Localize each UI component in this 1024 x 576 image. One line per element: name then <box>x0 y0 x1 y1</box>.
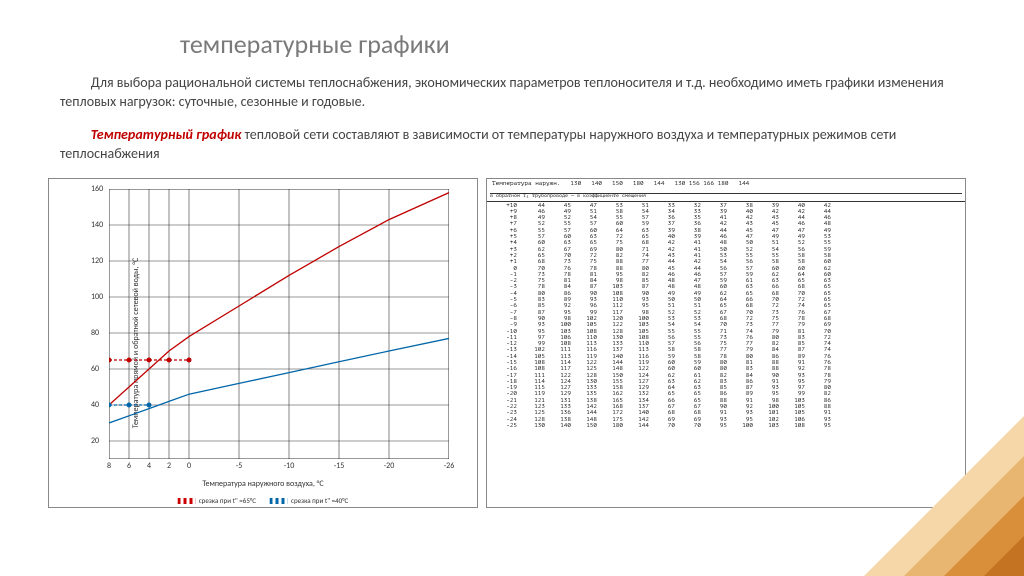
xtick-label: 0 <box>187 461 191 471</box>
page-title: температурные графики <box>0 0 1024 60</box>
emphasis-term: Температурный график <box>91 126 241 143</box>
legend-item: срезка при t" =65°С <box>178 496 256 505</box>
table-header-cell: 144 <box>736 181 751 187</box>
table-header-cell: 130 <box>568 181 583 187</box>
chart-svg <box>109 189 449 459</box>
xtick-label: 8 <box>107 461 111 471</box>
corner-decoration <box>824 376 1024 576</box>
table-header-cell: 140 <box>589 181 604 187</box>
xtick-label: -26 <box>444 461 455 471</box>
table-header: Температура наружн. 130 140 150 180 144 130 15… <box>487 179 965 202</box>
temperature-chart: Температура прямой и обратной сетевой во… <box>48 178 478 508</box>
ytick-label: 140 <box>91 220 103 230</box>
table-header-cell: Температура наружн. <box>490 181 562 187</box>
xtick-label: 4 <box>147 461 151 471</box>
table-header-cell: 180 <box>631 181 646 187</box>
xtick-label: -5 <box>236 461 243 471</box>
table-header-cell: 150 <box>610 181 625 187</box>
legend-item: срезка при t" =40°С <box>270 496 348 505</box>
ytick-label: 120 <box>91 256 103 266</box>
definition-paragraph: Температурный график тепловой сети соста… <box>0 112 1024 164</box>
xtick-label: -10 <box>284 461 295 471</box>
ytick-label: 60 <box>91 364 99 374</box>
ytick-label: 40 <box>91 400 99 410</box>
ytick-label: 80 <box>91 328 99 338</box>
ytick-label: 160 <box>91 184 103 194</box>
table-header-cell: 144 <box>652 181 667 187</box>
intro-paragraph: Для выбора рациональной системы теплосна… <box>0 60 1024 112</box>
table-header-cell: 130 156 166 180 <box>672 181 730 187</box>
xtick-label: 2 <box>167 461 171 471</box>
xtick-label: -20 <box>384 461 395 471</box>
xtick-label: -15 <box>334 461 345 471</box>
ytick-label: 20 <box>91 436 99 446</box>
chart-plot-area <box>109 189 449 459</box>
xtick-label: 6 <box>127 461 131 471</box>
chart-legend: срезка при t" =65°С срезка при t" =40°С <box>178 496 349 505</box>
ytick-label: 100 <box>91 292 103 302</box>
chart-xlabel: Температура наружного воздуха, °С <box>202 479 323 489</box>
